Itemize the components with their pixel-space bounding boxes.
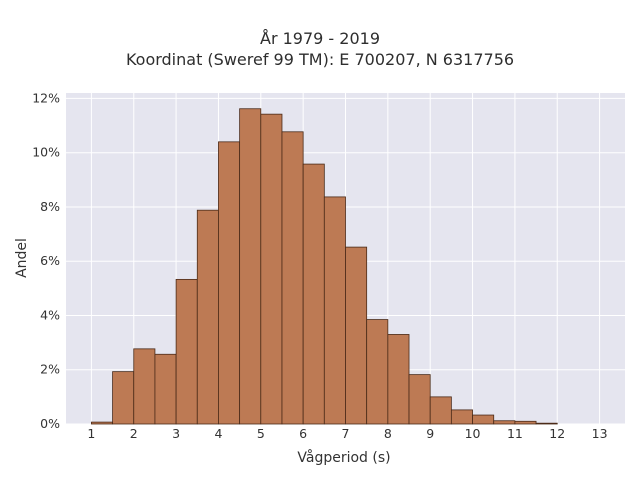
histogram-bar bbox=[429, 396, 452, 425]
y-tick-label: 4% bbox=[40, 307, 60, 322]
x-tick-label: 11 bbox=[507, 426, 523, 441]
histogram-bar bbox=[154, 353, 177, 425]
histogram-bar bbox=[450, 409, 473, 425]
chart-subtitle: Koordinat (Sweref 99 TM): E 700207, N 63… bbox=[125, 50, 515, 69]
y-tick-label: 10% bbox=[32, 145, 60, 160]
histogram-bar bbox=[493, 420, 516, 425]
x-tick-label: 3 bbox=[172, 426, 180, 441]
histogram-bar bbox=[112, 371, 135, 425]
y-tick-label: 0% bbox=[40, 416, 60, 431]
histogram-bar bbox=[472, 414, 495, 425]
x-tick-label: 4 bbox=[214, 426, 222, 441]
y-tick-label: 8% bbox=[40, 199, 60, 214]
histogram-bar bbox=[323, 196, 346, 425]
x-tick-label: 9 bbox=[426, 426, 434, 441]
y-axis-label: Andel bbox=[14, 238, 30, 278]
y-tick-label: 6% bbox=[40, 253, 60, 268]
histogram-bar bbox=[366, 319, 389, 425]
chart-title: År 1979 - 2019 bbox=[260, 29, 380, 48]
x-tick-label: 13 bbox=[592, 426, 608, 441]
histogram-bar bbox=[91, 421, 113, 425]
histogram-bar bbox=[196, 209, 219, 425]
x-tick-label: 2 bbox=[130, 426, 138, 441]
x-tick-label: 1 bbox=[87, 426, 95, 441]
x-axis-label: Vågperiod (s) bbox=[297, 449, 390, 466]
x-tick-label: 6 bbox=[299, 426, 307, 441]
histogram-bar bbox=[514, 420, 537, 425]
histogram-bar bbox=[345, 246, 368, 425]
y-tick-label: 2% bbox=[40, 362, 60, 377]
x-tick-label: 5 bbox=[257, 426, 265, 441]
histogram-bar bbox=[535, 422, 558, 425]
x-tick-label: 8 bbox=[384, 426, 392, 441]
x-tick-label: 12 bbox=[549, 426, 565, 441]
histogram-bar bbox=[302, 163, 325, 425]
x-tick-label: 10 bbox=[465, 426, 481, 441]
x-tick-label: 7 bbox=[342, 426, 350, 441]
histogram-bar bbox=[239, 108, 262, 425]
histogram-bar bbox=[281, 131, 304, 425]
histogram-bar bbox=[260, 113, 283, 425]
histogram-bar bbox=[408, 374, 431, 425]
histogram-bar bbox=[218, 141, 241, 425]
histogram-bar bbox=[175, 278, 198, 425]
y-tick-label: 12% bbox=[32, 90, 60, 105]
histogram-bar bbox=[133, 348, 156, 425]
histogram-bar bbox=[387, 334, 410, 425]
